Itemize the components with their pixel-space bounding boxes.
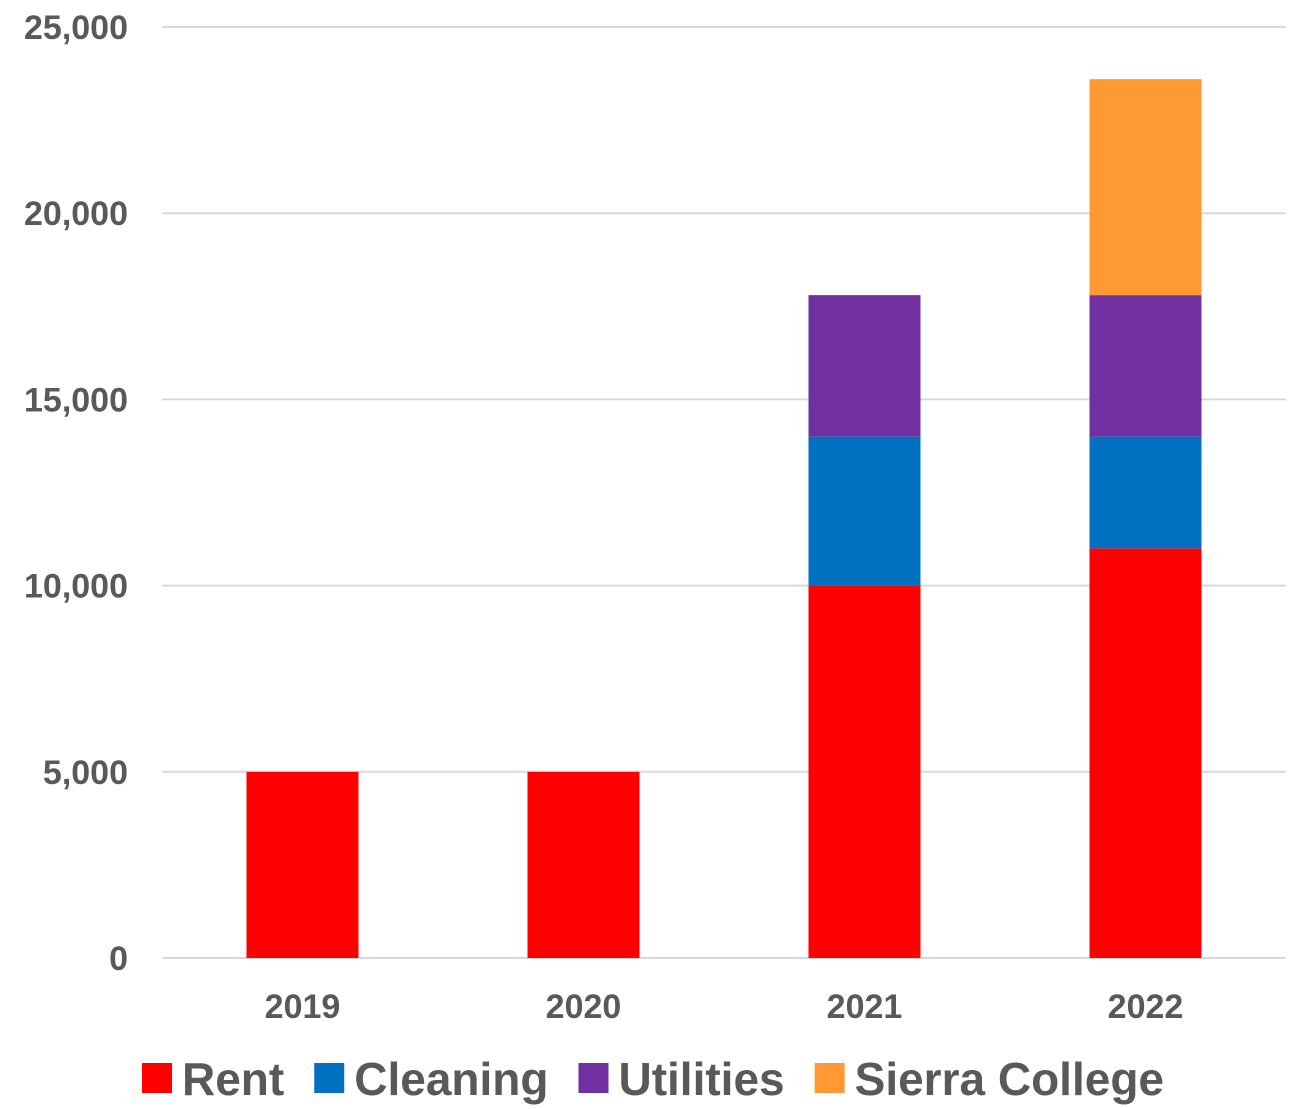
- y-tick-label: 25,000: [24, 9, 128, 47]
- legend-swatch: [578, 1063, 609, 1093]
- bar-segment-rent-2021: [808, 585, 921, 958]
- legend-item-cleaning: Cleaning: [314, 1053, 548, 1105]
- y-tick-label: 20,000: [24, 195, 128, 233]
- legend-item-rent: Rent: [142, 1053, 284, 1105]
- y-tick-label: 10,000: [24, 568, 128, 606]
- y-axis-tick-labels: 0 5,000 10,000 15,000 20,000 25,000: [24, 9, 128, 978]
- legend-item-sierra-college: Sierra College: [814, 1053, 1164, 1105]
- y-tick-label: 0: [109, 940, 128, 978]
- bar-segment-rent-2019: [246, 771, 359, 958]
- x-category-label: 2019: [265, 988, 341, 1026]
- bar-segment-rent-2020: [527, 771, 640, 958]
- x-axis-category-labels: 2019 2020 2021 2022: [265, 988, 1184, 1026]
- legend-label: Cleaning: [354, 1053, 548, 1105]
- bar-segment-utilities-2021: [808, 295, 921, 437]
- legend-swatch: [814, 1063, 845, 1093]
- bar-segment-cleaning-2021: [808, 436, 921, 586]
- bars: [246, 79, 1202, 958]
- legend-label: Sierra College: [855, 1053, 1164, 1105]
- bar-segment-rent-2022: [1089, 548, 1202, 958]
- y-tick-label: 15,000: [24, 381, 128, 419]
- legend-swatch: [142, 1063, 172, 1093]
- legend-item-utilities: Utilities: [578, 1053, 785, 1105]
- legend-swatch: [314, 1063, 345, 1093]
- legend: Rent Cleaning Utilities Sierra College: [142, 1053, 1164, 1105]
- legend-label: Rent: [182, 1053, 284, 1105]
- x-category-label: 2022: [1108, 988, 1184, 1026]
- x-category-label: 2021: [827, 988, 903, 1026]
- legend-label: Utilities: [618, 1053, 784, 1105]
- y-tick-label: 5,000: [43, 754, 128, 792]
- bar-segment-sierra-college-2022: [1089, 79, 1202, 296]
- bar-segment-cleaning-2022: [1089, 436, 1202, 549]
- x-category-label: 2020: [546, 988, 622, 1026]
- bar-segment-utilities-2022: [1089, 295, 1202, 437]
